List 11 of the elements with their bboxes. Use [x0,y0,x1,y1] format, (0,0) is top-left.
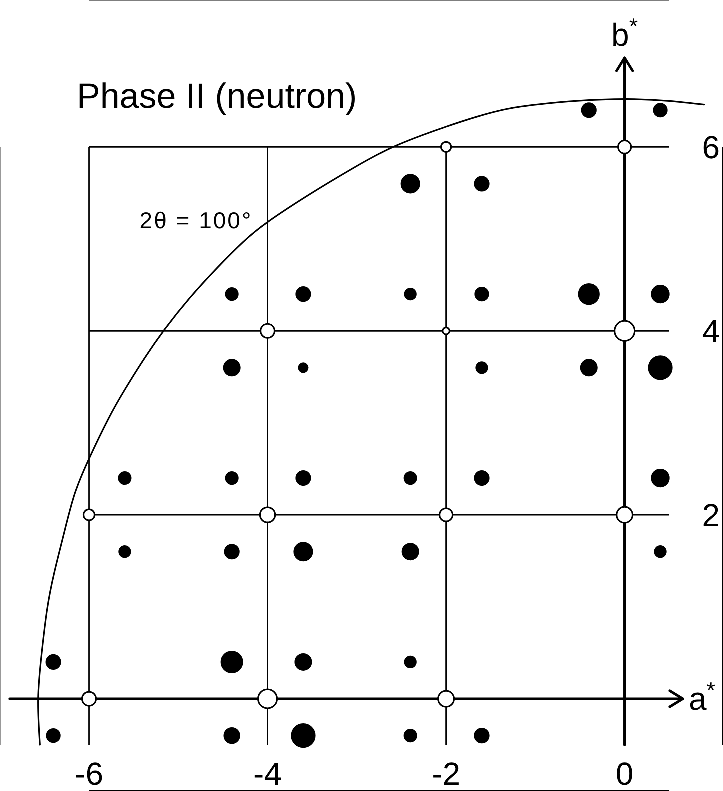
x-tick-label: -4 [254,756,282,791]
x-axis-title: a$^{*}$ [689,678,716,718]
text: Phase II (neutron) [77,77,358,116]
y-tick-label: 2 [702,497,720,534]
x-tick-label: 0 [616,756,634,791]
x-tick-label: -6 [75,756,104,791]
y-tick-label: 4 [702,313,720,350]
x-tick-label: -2 [432,756,461,791]
y-tick-label: 6 [702,130,720,166]
y-axis-title: b$^{*}$ [612,14,638,53]
series-label: 2θ = 100° [140,208,253,234]
